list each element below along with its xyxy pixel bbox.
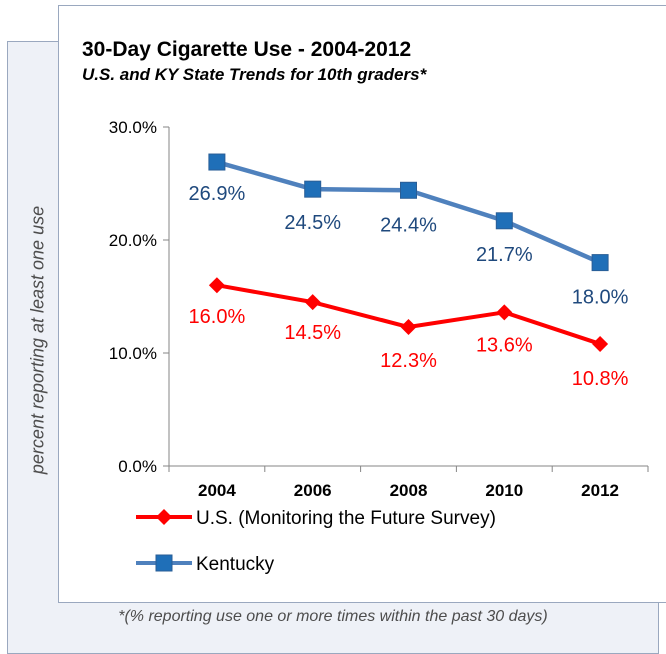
data-point-kentucky [495, 212, 513, 230]
data-point-kentucky [400, 181, 417, 199]
data-label-us: 10.8% [572, 368, 629, 390]
x-tick-label: 2004 [198, 481, 236, 500]
data-label-kentucky: 24.4% [380, 214, 437, 236]
legend-label-kentucky: Kentucky [196, 554, 275, 575]
series-kentucky: 26.9% 24.5% 24.4% 21.7% 18.0% [189, 153, 629, 309]
x-tick-label: 2006 [294, 481, 332, 500]
legend-marker-us [156, 509, 172, 525]
data-point-us [304, 294, 321, 311]
data-point-us [592, 335, 609, 352]
data-point-us [400, 319, 417, 336]
y-tick-label: 30.0% [109, 118, 157, 137]
data-label-us: 16.0% [189, 306, 246, 328]
data-point-kentucky [208, 153, 226, 171]
chart-frame [58, 5, 666, 603]
legend-label-us: U.S. (Monitoring the Future Survey) [196, 508, 496, 529]
legend-marker-kentucky [155, 554, 173, 572]
data-label-kentucky: 26.9% [189, 183, 246, 205]
series-line-kentucky [216, 159, 601, 265]
data-point-kentucky [591, 254, 609, 272]
x-tick-label: 2008 [390, 481, 428, 500]
y-tick-label: 0.0% [118, 457, 157, 476]
series-us: 16.0% 14.5% 12.3% 13.6% 10.8% [189, 277, 629, 390]
x-tick-label: 2012 [581, 481, 619, 500]
data-point-kentucky [304, 180, 322, 198]
data-label-kentucky: 24.5% [284, 212, 341, 234]
series-layer: 16.0% 14.5% 12.3% 13.6% 10.8% 26.9% 24.5% 24.4%… [189, 153, 629, 390]
chart-title: 30-Day Cigarette Use - 2004-2012 [82, 38, 411, 61]
chart-subtitle: U.S. and KY State Trends for 10th grader… [82, 65, 428, 84]
data-label-kentucky: 21.7% [476, 244, 533, 266]
series-line-us [216, 283, 601, 346]
footnote: *(% reporting use one or more times with… [118, 608, 548, 625]
x-tick-label: 2010 [485, 481, 523, 500]
legend: U.S. (Monitoring the Future Survey) Kentu… [136, 508, 496, 575]
y-tick-label: 10.0% [109, 344, 157, 363]
data-label-us: 13.6% [476, 334, 533, 356]
data-label-kentucky: 18.0% [572, 287, 629, 309]
axes: 0.0% 10.0% 20.0% 30.0% 2004 2006 2008 2010 2012 [109, 118, 649, 500]
data-point-us [208, 277, 225, 294]
data-label-us: 12.3% [380, 350, 437, 372]
data-label-us: 14.5% [284, 322, 341, 344]
y-tick-label: 20.0% [109, 231, 157, 250]
data-point-us [496, 304, 513, 321]
